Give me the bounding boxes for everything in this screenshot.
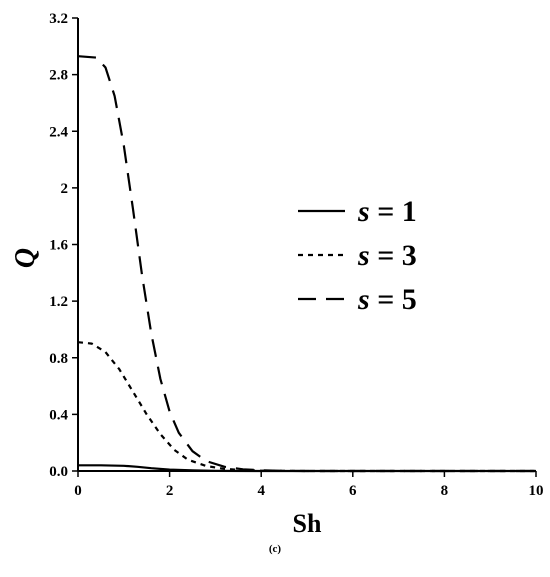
x-tick-label: 10 (529, 483, 544, 499)
y-tick-label: 1.6 (49, 238, 68, 254)
legend-entry-label: s = 1 (357, 195, 417, 228)
legend-symbol: s (357, 239, 370, 272)
x-axis-ticks: 0 2 4 6 8 10 (74, 471, 544, 499)
y-axis-ticks: 0.0 0.4 0.8 1.2 1.6 2 2.4 2.8 3.2 (49, 11, 78, 480)
y-tick-label: 2.8 (49, 68, 68, 84)
y-tick-label: 1.2 (49, 294, 68, 310)
legend-symbol: s (357, 195, 370, 228)
legend-symbol: s (357, 283, 370, 316)
y-tick-label: 0.8 (49, 351, 68, 367)
y-tick-label: 0.0 (49, 464, 68, 480)
series-line-3 (77, 55, 536, 473)
series-lines (77, 55, 536, 473)
legend-entry-label: s = 5 (357, 283, 417, 316)
y-tick-label: 3.2 (49, 11, 68, 27)
y-tick-label: 2 (61, 181, 69, 197)
legend-value: = 1 (370, 195, 417, 228)
legend: s = 1s = 3s = 5 (298, 195, 417, 316)
legend-entry-label: s = 3 (357, 239, 417, 272)
y-axis-title: Q (10, 248, 41, 268)
x-tick-label: 2 (166, 483, 174, 499)
series-line-1 (78, 464, 536, 473)
figure-caption: (c) (269, 543, 282, 555)
axes (77, 18, 536, 472)
x-axis-title: Sh (293, 509, 322, 538)
y-tick-label: 0.4 (49, 407, 68, 423)
x-tick-label: 8 (441, 483, 449, 499)
series-line-2 (77, 341, 536, 473)
x-tick-label: 4 (257, 483, 265, 499)
legend-value: = 3 (370, 239, 417, 272)
x-tick-label: 6 (349, 483, 357, 499)
x-tick-label: 0 (74, 483, 82, 499)
y-tick-label: 2.4 (49, 124, 68, 140)
legend-value: = 5 (370, 283, 417, 316)
